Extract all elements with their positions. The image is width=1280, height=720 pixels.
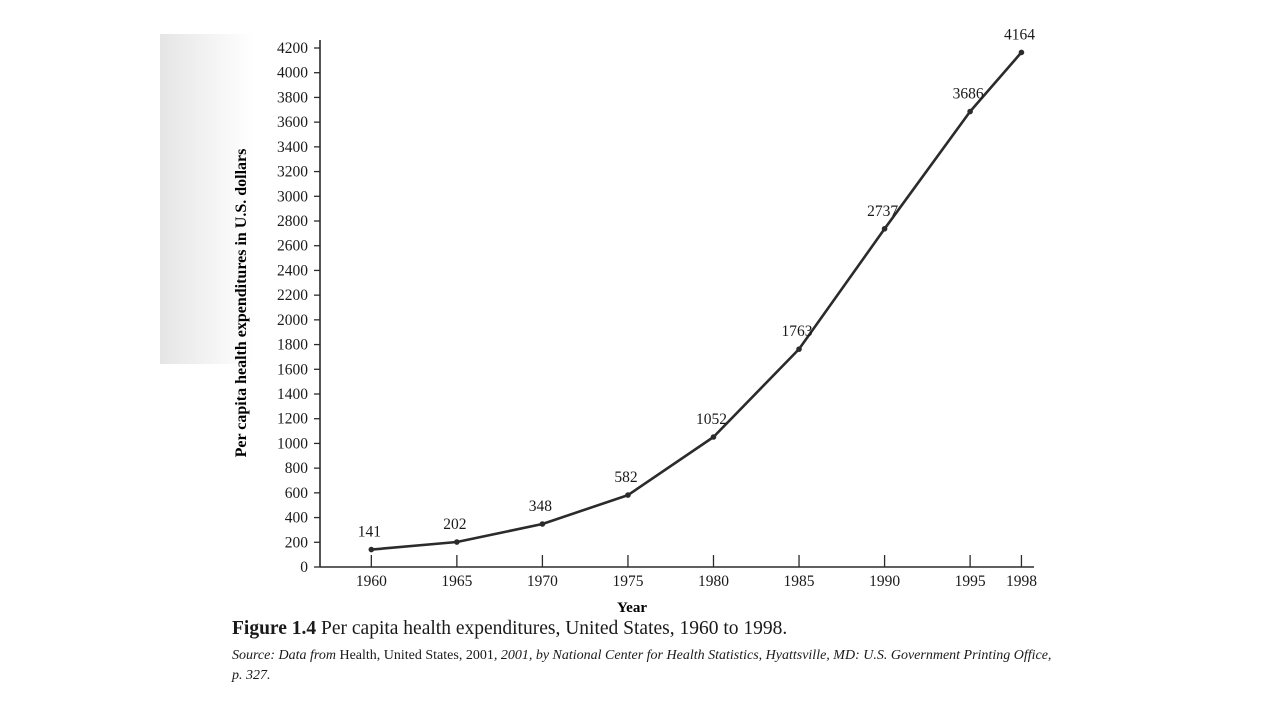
x-tick-label: 1998 bbox=[1006, 573, 1037, 590]
figure-title: Per capita health expenditures, United S… bbox=[321, 618, 788, 639]
data-point bbox=[368, 546, 375, 553]
x-axis: 1960 1965 1970 1975 1980 1985 1990 1995 1998 bbox=[320, 555, 1037, 590]
data-label: 202 bbox=[443, 516, 466, 533]
y-tick-label: 2000 bbox=[277, 312, 308, 329]
data-labels: 141 202 348 582 1052 1763 2737 3686 4164 bbox=[358, 26, 1035, 540]
y-axis-title: Per capita health expenditures in U.S. d… bbox=[233, 149, 250, 458]
y-tick-label: 0 bbox=[300, 559, 308, 576]
data-point bbox=[1018, 49, 1025, 56]
y-tick-label: 800 bbox=[285, 460, 309, 477]
data-label: 582 bbox=[614, 469, 637, 486]
source-note: Source: Data from Health, United States,… bbox=[232, 646, 1052, 686]
y-axis: 0 200 400 600 800 1000 1200 1400 1600 1800 2000 220… bbox=[277, 40, 321, 576]
x-tick-label: 1970 bbox=[527, 573, 558, 590]
data-point bbox=[454, 539, 460, 545]
y-tick-label: 1800 bbox=[277, 337, 308, 354]
source-prefix: Source: Data from bbox=[232, 648, 340, 663]
data-label: 4164 bbox=[1004, 26, 1035, 43]
x-tick-label: 1995 bbox=[955, 573, 986, 590]
data-point bbox=[710, 434, 717, 440]
data-point bbox=[625, 492, 631, 498]
data-label: 1052 bbox=[696, 411, 727, 428]
data-label: 2737 bbox=[867, 203, 898, 220]
x-tick-label: 1960 bbox=[356, 573, 387, 590]
y-tick-label: 3200 bbox=[277, 164, 308, 181]
source-title: Health, United States, 2001 bbox=[339, 648, 494, 663]
figure-caption-block: Figure 1.4 Per capita health expenditure… bbox=[232, 618, 1052, 686]
data-point bbox=[881, 225, 888, 232]
x-tick-label: 1975 bbox=[612, 573, 643, 590]
source-rest: , 2001, by National Center for Health St… bbox=[232, 648, 1052, 683]
y-tick-label: 2400 bbox=[277, 262, 308, 279]
y-tick-label: 3800 bbox=[277, 89, 308, 106]
data-point bbox=[539, 521, 546, 527]
y-tick-label: 3000 bbox=[277, 188, 308, 205]
data-point bbox=[967, 108, 973, 115]
data-label: 3686 bbox=[953, 86, 984, 103]
y-tick-label: 2200 bbox=[277, 287, 308, 304]
y-tick-label: 1200 bbox=[277, 411, 308, 428]
data-label: 1763 bbox=[782, 323, 813, 340]
data-label: 141 bbox=[358, 524, 381, 541]
y-tick-label: 3600 bbox=[277, 114, 308, 131]
y-tick-label: 4000 bbox=[277, 65, 308, 82]
y-tick-label: 3400 bbox=[277, 139, 308, 156]
x-tick-label: 1985 bbox=[784, 573, 815, 590]
scan-shadow bbox=[160, 34, 255, 364]
x-axis-title: Year bbox=[617, 600, 647, 616]
y-tick-label: 2800 bbox=[277, 213, 308, 230]
x-tick-label: 1980 bbox=[698, 573, 729, 590]
y-tick-label: 400 bbox=[285, 510, 309, 527]
series-line-group bbox=[368, 49, 1025, 553]
y-tick-label: 600 bbox=[285, 485, 309, 502]
figure-number: Figure 1.4 bbox=[232, 618, 317, 639]
y-tick-label: 200 bbox=[285, 534, 309, 551]
y-tick-label: 1400 bbox=[277, 386, 308, 403]
x-tick-label: 1990 bbox=[869, 573, 900, 590]
y-tick-label: 1000 bbox=[277, 435, 308, 452]
y-tick-label: 4200 bbox=[277, 40, 308, 57]
data-point bbox=[796, 346, 802, 352]
x-tick-label: 1965 bbox=[441, 573, 472, 590]
y-tick-label: 2600 bbox=[277, 238, 308, 255]
figure-caption: Figure 1.4 Per capita health expenditure… bbox=[232, 618, 1052, 640]
data-label: 348 bbox=[529, 498, 553, 515]
series-line bbox=[369, 51, 1023, 551]
y-tick-label: 1600 bbox=[277, 361, 308, 378]
